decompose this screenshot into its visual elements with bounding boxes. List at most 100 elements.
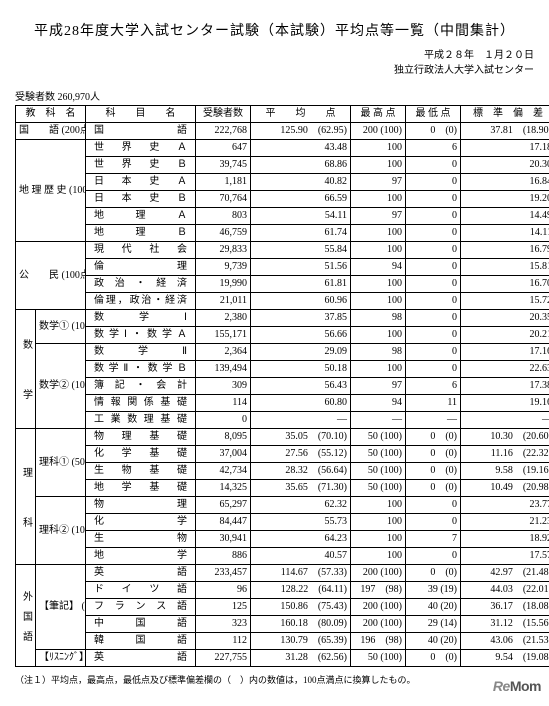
cell: 46,759 [196, 225, 251, 242]
footnote: （注１）平均点，最高点，最低点及び標準偏差欄の（ ）内の数値は，100点満点に換… [15, 673, 534, 686]
table-row: 地 学88640.57100017.57 [16, 548, 549, 565]
cell: 31.28 (62.56) [251, 650, 351, 667]
cell: 39 (19) [406, 582, 461, 599]
cell: 114.67 (57.33) [251, 565, 351, 582]
cell: 0 [406, 327, 461, 344]
cell: 21,011 [196, 293, 251, 310]
table-row: 生 物 基 礎42,73428.32 (56.64)50 (100)0 (0)9… [16, 463, 549, 480]
cell: フ ラ ン ス 語 [86, 599, 196, 616]
cell: 29 (14) [406, 616, 461, 633]
cell: 60.96 [251, 293, 351, 310]
cell: 6 [406, 378, 461, 395]
table-row: 倫 理9,73951.5694015.81 [16, 259, 549, 276]
table-row: 数学Ⅰ・数学Ａ155,17156.66100020.21 [16, 327, 549, 344]
cell: 【ﾘｽﾆﾝｸﾞ】 (50点) [36, 650, 86, 667]
cell: 40 (20) [406, 599, 461, 616]
cell: 0 [406, 191, 461, 208]
table-row: 日 本 史 Ａ1,18140.8297016.84 [16, 174, 549, 191]
cell: — [251, 412, 351, 429]
cell: 8,095 [196, 429, 251, 446]
table-row: 化 学 基 礎37,00427.56 (55.12)50 (100)0 (0)1… [16, 446, 549, 463]
cell: 42.97 (21.48) [461, 565, 549, 582]
cell: 64.23 [251, 531, 351, 548]
cell: 0 [406, 225, 461, 242]
cell: 0 (0) [406, 123, 461, 140]
cell: 15.81 [461, 259, 549, 276]
cell: 97 [351, 174, 406, 191]
cell: 62.32 [251, 497, 351, 514]
cell: 647 [196, 140, 251, 157]
cell: 51.56 [251, 259, 351, 276]
cell: 35.65 (71.30) [251, 480, 351, 497]
cell: — [461, 412, 549, 429]
table-row: 中 国 語323160.18 (80.09)200 (100)29 (14)31… [16, 616, 549, 633]
cell: 0 [406, 242, 461, 259]
cell: 16.84 [461, 174, 549, 191]
hdr-category: 教 科 名 [16, 106, 86, 123]
cell: 100 [351, 157, 406, 174]
cell: 理 科 [16, 429, 36, 565]
cell: 16.79 [461, 242, 549, 259]
cell: 国 語 (200点) [16, 123, 86, 140]
cell: 数学Ⅰ・数学Ａ [86, 327, 196, 344]
cell: 66.59 [251, 191, 351, 208]
cell: 100 [351, 531, 406, 548]
cell: 100 [351, 514, 406, 531]
cell: 100 [351, 140, 406, 157]
cell: 112 [196, 633, 251, 650]
cell: 0 [406, 548, 461, 565]
table-row: 情 報 関 係 基 礎11460.80941119.16 [16, 395, 549, 412]
cell: 43.48 [251, 140, 351, 157]
header-row: 教 科 名 科 目 名 受験者数 平 均 点 最 高 点 最 低 点 標 準 偏… [16, 106, 549, 123]
cell: 54.11 [251, 208, 351, 225]
cell: 数 学 [16, 310, 36, 429]
cell: 323 [196, 616, 251, 633]
cell: 139,494 [196, 361, 251, 378]
cell: 19.16 [461, 395, 549, 412]
table-row: 地 理 Ｂ46,75961.74100014.11 [16, 225, 549, 242]
cell: 数 学 Ⅰ [86, 310, 196, 327]
cell: 14,325 [196, 480, 251, 497]
cell: 数 学 Ⅱ [86, 344, 196, 361]
table-row: 理 科理科① (50点)物 理 基 礎8,09535.05 (70.10)50 … [16, 429, 549, 446]
cell: 【筆記】 (200点) [36, 565, 86, 650]
page-title: 平成28年度大学入試センター試験（本試験）平均点等一覧（中間集計） [15, 20, 534, 40]
cell: 理科② (100点) [36, 497, 86, 565]
cell: 100 [351, 293, 406, 310]
cell: 世 界 史 Ａ [86, 140, 196, 157]
cell: 22.63 [461, 361, 549, 378]
cell: 英 語 [86, 650, 196, 667]
cell: 地 理 Ｂ [86, 225, 196, 242]
cell: 227,755 [196, 650, 251, 667]
cell: 2,364 [196, 344, 251, 361]
date-line-2: 独立行政法人大学入試センター [15, 63, 534, 78]
cell: 100 [351, 242, 406, 259]
cell: 200 (100) [351, 616, 406, 633]
cell: 40 (20) [406, 633, 461, 650]
cell: 803 [196, 208, 251, 225]
date-block: 平成２８年 １月２０日 独立行政法人大学入試センター [15, 48, 534, 78]
cell: 197 (98) [351, 582, 406, 599]
cell: 56.66 [251, 327, 351, 344]
cell: 94 [351, 259, 406, 276]
cell: 35.05 (70.10) [251, 429, 351, 446]
cell: 94 [351, 395, 406, 412]
cell: 100 [351, 276, 406, 293]
cell: 化 学 [86, 514, 196, 531]
table-row: 日 本 史 Ｂ70,76466.59100019.20 [16, 191, 549, 208]
cell: 0 (0) [406, 463, 461, 480]
cell: 0 (0) [406, 429, 461, 446]
cell: 現 代 社 会 [86, 242, 196, 259]
table-row: 地 理 歴 史 (100点)世 界 史 Ａ64743.48100617.18 [16, 140, 549, 157]
cell: 0 [406, 276, 461, 293]
cell: 0 [406, 174, 461, 191]
cell: 222,768 [196, 123, 251, 140]
hdr-takers: 受験者数 [196, 106, 251, 123]
total-takers: 受験者数 260,970人 [15, 88, 534, 103]
table-row: 生 物30,94164.23100718.92 [16, 531, 549, 548]
table-row: ド イ ツ 語96128.22 (64.11)197 (98)39 (19)44… [16, 582, 549, 599]
cell: 55.84 [251, 242, 351, 259]
table-row: 倫理，政治・経済21,01160.96100015.72 [16, 293, 549, 310]
cell: 11.16 (22.32) [461, 446, 549, 463]
cell: 19,990 [196, 276, 251, 293]
